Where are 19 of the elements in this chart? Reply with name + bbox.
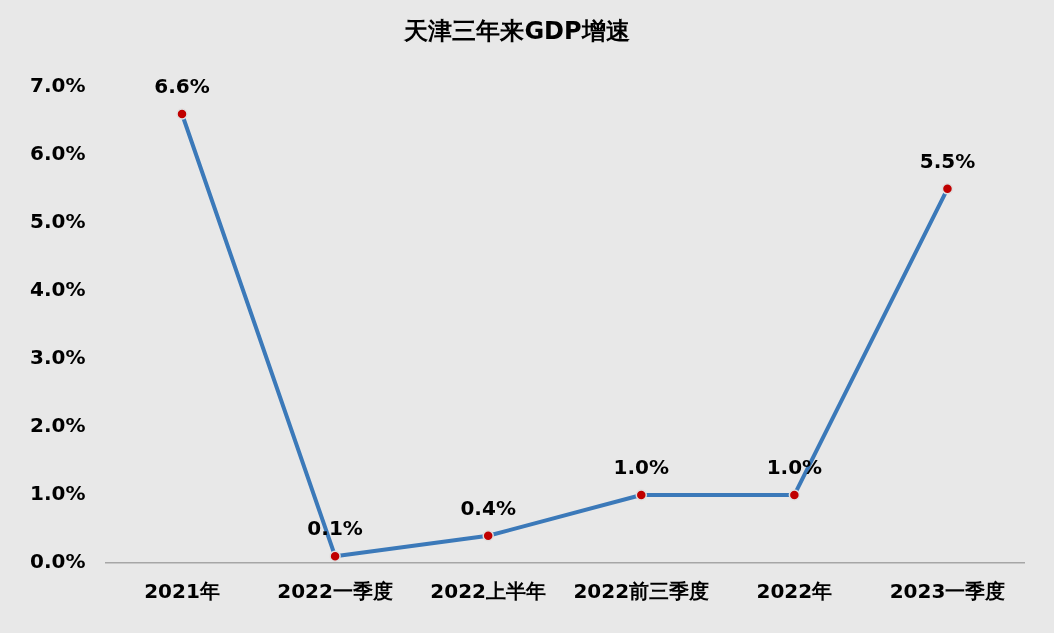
data-label: 1.0% <box>613 455 670 480</box>
y-tick-label: 2.0% <box>30 413 86 438</box>
data-label: 6.6% <box>154 74 210 99</box>
x-tick-label: 2022年 <box>756 579 833 604</box>
y-tick-label: 6.0% <box>30 141 86 166</box>
y-tick-label: 4.0% <box>30 277 86 302</box>
x-tick-label: 2022一季度 <box>277 579 393 604</box>
y-tick-label: 0.0% <box>30 549 86 574</box>
x-tick-label: 2023一季度 <box>889 579 1006 604</box>
x-tick-label: 2022上半年 <box>430 579 547 604</box>
x-tick-label: 2022前三季度 <box>573 579 710 604</box>
data-label: 5.5% <box>919 149 976 174</box>
data-label: 0.4% <box>460 495 516 520</box>
chart-title: 天津三年来GDP增速 <box>403 16 630 45</box>
y-tick-label: 1.0% <box>30 481 86 506</box>
y-tick-label: 5.0% <box>30 209 86 234</box>
y-tick-label: 3.0% <box>30 345 86 370</box>
x-tick-label: 2021年 <box>144 579 220 604</box>
y-tick-label: 7.0% <box>30 73 86 97</box>
